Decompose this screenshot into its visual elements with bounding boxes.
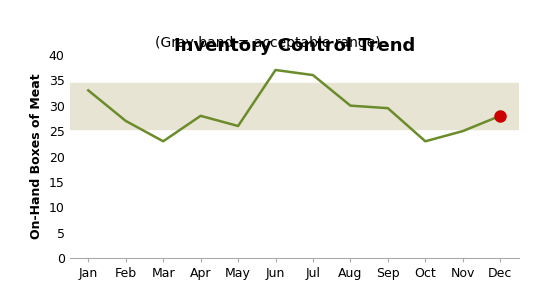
Title: Inventory Control Trend: Inventory Control Trend <box>174 37 415 55</box>
Y-axis label: On-Hand Boxes of Meat: On-Hand Boxes of Meat <box>30 74 43 239</box>
Text: (Gray band = acceptable range): (Gray band = acceptable range) <box>155 36 380 50</box>
Bar <box>70 83 519 129</box>
